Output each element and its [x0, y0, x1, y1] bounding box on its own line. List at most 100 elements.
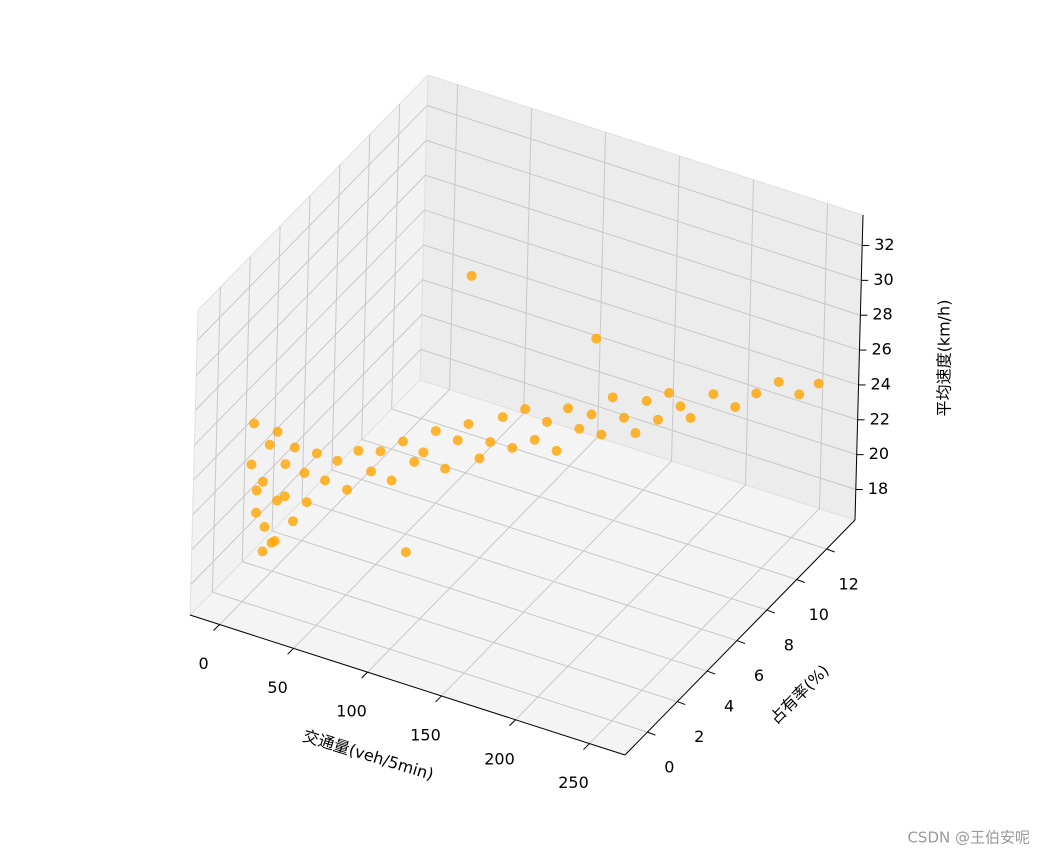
x-tick-label: 200 — [484, 749, 515, 768]
point — [485, 436, 496, 447]
point — [630, 428, 641, 439]
point — [400, 547, 411, 558]
x-tick-label: 100 — [336, 702, 367, 721]
point — [249, 418, 260, 429]
grid-line — [196, 105, 428, 341]
grid-line — [589, 508, 820, 744]
point — [299, 468, 310, 479]
point — [794, 389, 805, 400]
grid-line — [212, 591, 648, 733]
point — [320, 475, 331, 486]
grid-line — [818, 203, 828, 509]
point — [264, 439, 275, 450]
z-axis — [854, 214, 864, 521]
y-tick-label: 6 — [754, 666, 764, 685]
grid-line — [219, 389, 450, 625]
point — [596, 429, 607, 440]
point — [563, 403, 574, 414]
grid-line — [361, 439, 797, 580]
point — [353, 445, 364, 456]
point — [280, 459, 291, 470]
y-tick-label: 2 — [694, 727, 704, 746]
grid-line — [361, 134, 371, 440]
point — [430, 425, 441, 436]
grid-line — [293, 412, 524, 649]
tick-mark — [647, 731, 656, 736]
z-tick-label: 32 — [874, 235, 894, 254]
tick-mark — [796, 579, 805, 583]
grid-line — [190, 349, 422, 585]
y-tick-label: 10 — [809, 605, 829, 624]
grid-line — [523, 108, 533, 414]
z-tick-label: 26 — [871, 340, 891, 359]
grid-line — [241, 256, 251, 562]
point — [497, 412, 508, 423]
grid-line — [745, 179, 755, 485]
point — [272, 426, 283, 437]
point — [251, 507, 262, 518]
grid-line — [192, 279, 423, 516]
grid-line — [597, 132, 607, 438]
grid-line — [242, 561, 678, 703]
point — [474, 453, 485, 464]
point — [586, 409, 597, 420]
z-tick-label: 22 — [870, 409, 890, 428]
point — [386, 475, 397, 486]
grid-line — [391, 103, 401, 410]
point — [440, 463, 451, 474]
x-tick-label: 0 — [198, 654, 208, 673]
grid-line — [671, 155, 681, 461]
y-axis — [624, 519, 856, 756]
point — [685, 412, 696, 423]
grid-line — [194, 209, 425, 446]
point — [529, 434, 540, 445]
grid-line — [422, 279, 858, 421]
point — [507, 442, 518, 453]
grid-line — [421, 314, 857, 456]
grid-line — [301, 195, 311, 501]
point — [773, 376, 784, 387]
point — [591, 333, 602, 344]
grid-line — [391, 408, 827, 550]
point — [257, 476, 268, 487]
grid-line — [449, 84, 459, 390]
point — [311, 448, 322, 459]
point — [708, 389, 719, 400]
point — [251, 485, 262, 496]
point — [751, 388, 762, 399]
grid-line — [331, 165, 341, 471]
point — [289, 442, 300, 453]
y-tick-label: 0 — [664, 758, 674, 777]
tick-mark — [287, 647, 294, 655]
y-tick-label: 4 — [724, 697, 734, 716]
point — [259, 521, 270, 532]
point — [652, 414, 663, 425]
point — [541, 416, 552, 427]
point — [664, 387, 675, 398]
point — [730, 401, 741, 412]
point — [463, 418, 474, 429]
grid-line — [193, 244, 424, 481]
tick-mark — [583, 743, 590, 750]
grid-line — [331, 469, 768, 611]
tick-mark — [826, 548, 835, 553]
z-tick-label: 28 — [872, 305, 892, 324]
grid-line — [515, 484, 746, 721]
x-tick-label: 250 — [558, 773, 589, 792]
grid-line — [195, 174, 426, 411]
point — [551, 445, 562, 456]
y-tick-label: 8 — [784, 636, 794, 655]
point — [409, 456, 420, 467]
tick-mark — [361, 671, 368, 679]
grid-line — [301, 500, 738, 642]
grid-line — [271, 226, 281, 532]
grid-line — [367, 436, 598, 673]
point — [366, 466, 377, 477]
tick-mark — [677, 701, 686, 706]
grid-line — [427, 105, 863, 246]
point — [675, 401, 686, 412]
grid-line — [191, 314, 423, 550]
x-axis — [189, 614, 626, 756]
tick-mark — [435, 695, 442, 703]
